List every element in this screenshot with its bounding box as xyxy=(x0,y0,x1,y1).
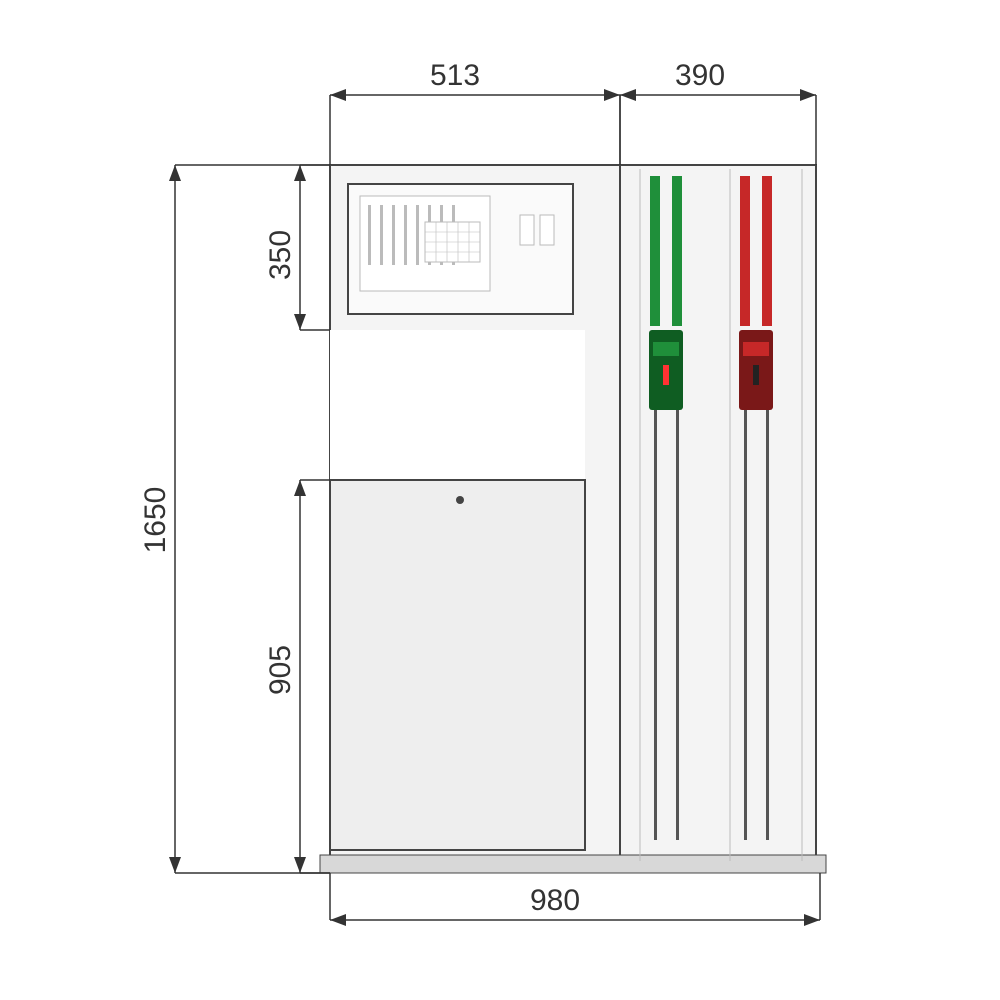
dimension-w390: 390 xyxy=(620,59,816,165)
access-door xyxy=(330,480,585,850)
nozzle-stem xyxy=(650,176,660,326)
display-slot xyxy=(540,215,554,245)
dispenser-body xyxy=(320,165,826,873)
dimension-label: 905 xyxy=(264,645,297,695)
arrowhead-icon xyxy=(169,165,181,181)
dimension-drawing: 513 390 980 350 905 1650 xyxy=(0,0,1000,1000)
display-bar xyxy=(368,205,371,265)
nozzle-handle-band xyxy=(653,342,679,356)
arrowhead-icon xyxy=(294,165,306,181)
mid-panel xyxy=(330,330,585,480)
nozzle-hose xyxy=(676,410,679,840)
arrowhead-icon xyxy=(804,914,820,926)
arrowhead-icon xyxy=(169,857,181,873)
arrowhead-icon xyxy=(620,89,636,101)
display-bar xyxy=(416,205,419,265)
arrowhead-icon xyxy=(294,857,306,873)
dimension-label: 1650 xyxy=(139,487,172,554)
dimension-w513: 513 xyxy=(330,59,620,165)
door-knob xyxy=(456,496,464,504)
display-bar xyxy=(404,205,407,265)
arrowhead-icon xyxy=(604,89,620,101)
arrowhead-icon xyxy=(294,314,306,330)
nozzle-handle-band xyxy=(743,342,769,356)
nozzle-hose xyxy=(744,410,747,840)
arrowhead-icon xyxy=(330,89,346,101)
display-bar xyxy=(392,205,395,265)
nozzle-stem xyxy=(672,176,682,326)
dimension-w980: 980 xyxy=(330,873,820,920)
nozzle-stem xyxy=(762,176,772,326)
dimension-label: 390 xyxy=(675,59,725,92)
display-bar xyxy=(380,205,383,265)
dimension-h350: 350 xyxy=(264,165,330,330)
arrowhead-icon xyxy=(800,89,816,101)
arrowhead-icon xyxy=(294,480,306,496)
nozzle-hose xyxy=(654,410,657,840)
dimension-h1650: 1650 xyxy=(139,165,330,873)
nozzle-stem xyxy=(740,176,750,326)
nozzle-indicator xyxy=(663,365,669,385)
dimension-h905: 905 xyxy=(264,480,330,873)
arrowhead-icon xyxy=(330,914,346,926)
dimension-label: 350 xyxy=(264,230,297,280)
dimension-label: 980 xyxy=(530,884,580,917)
base-plinth xyxy=(320,855,826,873)
dimension-label: 513 xyxy=(430,59,480,92)
display-slot xyxy=(520,215,534,245)
nozzle-hose xyxy=(766,410,769,840)
nozzle-indicator xyxy=(753,365,759,385)
